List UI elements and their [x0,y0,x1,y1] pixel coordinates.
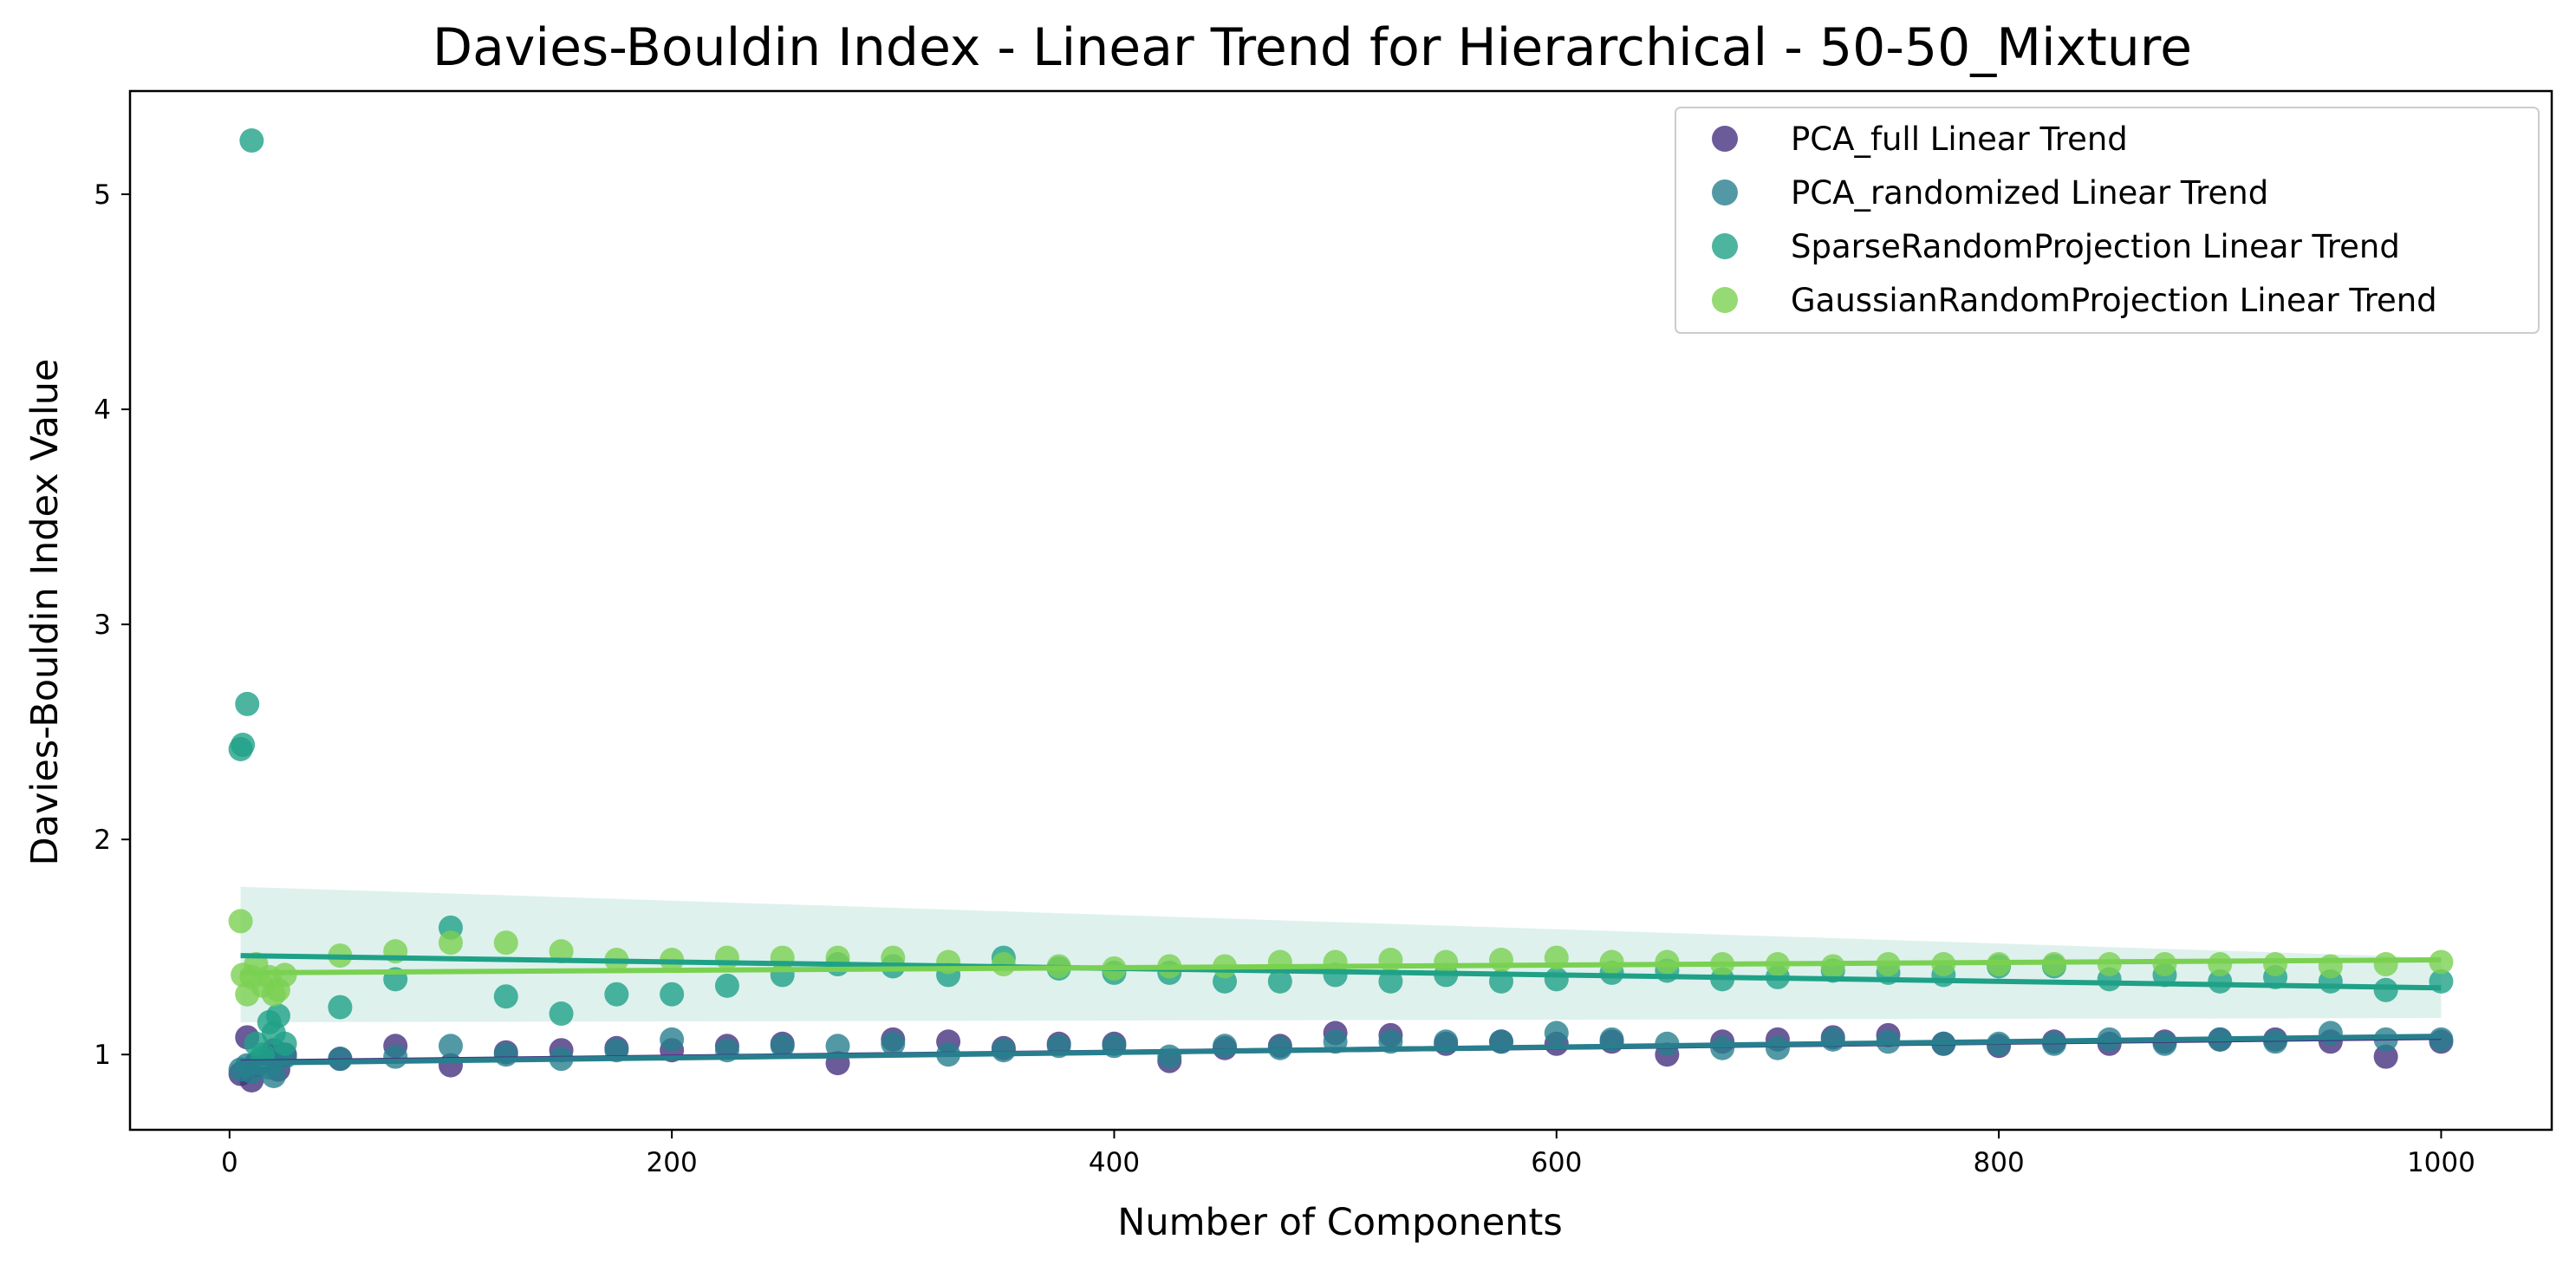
data-point-series-1 [1820,1027,1845,1052]
data-point-series-1 [1544,1021,1569,1046]
data-point-series-2 [328,995,353,1020]
data-point-series-3 [228,909,253,934]
data-point-series-1 [1765,1035,1790,1060]
y-tick-label: 4 [94,395,111,426]
data-point-series-1 [2152,1031,2177,1056]
data-point-series-1 [881,1031,906,1056]
data-point-series-1 [770,1034,795,1059]
x-tick-label: 400 [1089,1147,1140,1178]
legend-label: GaussianRandomProjection Linear Trend [1791,282,2437,319]
data-point-series-1 [1213,1034,1238,1059]
data-point-series-1 [2318,1021,2343,1046]
data-point-series-3 [2152,952,2177,977]
data-point-series-3 [2208,952,2233,977]
x-tick-label: 800 [1974,1147,2025,1178]
data-point-series-1 [660,1027,685,1052]
data-point-series-2 [272,1031,297,1056]
data-point-series-0 [2373,1044,2398,1069]
trend-line-series-3 [240,957,2442,975]
x-tick-label: 200 [647,1147,698,1178]
y-axis-label: Davies-Bouldin Index Value [23,359,67,866]
data-point-series-2 [714,973,739,998]
trend-line-series-2 [240,953,2442,991]
legend-marker [1712,287,1738,313]
plot-frame [128,89,2553,1132]
trend-line-series-1 [240,1034,2442,1067]
data-point-series-2 [660,982,685,1007]
data-point-series-1 [383,1044,408,1069]
y-tick-label: 3 [94,610,111,641]
y-tick-label: 1 [94,1040,111,1071]
data-point-series-1 [991,1038,1016,1063]
legend-label: PCA_full Linear Trend [1791,121,2128,158]
plot-area: 0 200 400 600 800 1000 1 2 3 4 5 [94,89,2553,1178]
legend-label: PCA_randomized Linear Trend [1791,174,2268,212]
data-point-series-3 [1820,954,1845,979]
data-point-series-1 [1710,1035,1735,1060]
legend-box [1675,107,2540,334]
chart-title: Davies-Bouldin Index - Linear Trend for … [433,17,2192,78]
data-point-series-1 [825,1034,850,1059]
data-point-series-2 [2208,969,2233,994]
data-point-series-3 [438,930,463,956]
legend: PCA_full Linear Trend PCA_randomized Line… [1675,107,2540,334]
legend-label: SparseRandomProjection Linear Trend [1791,228,2400,265]
data-point-series-3 [2318,954,2343,979]
data-point-series-2 [2373,977,2398,1002]
data-point-series-2 [604,982,629,1007]
legend-marker [1712,233,1738,259]
data-point-series-2 [1544,967,1569,992]
data-point-series-3 [493,930,518,956]
data-point-series-1 [1157,1044,1182,1069]
data-point-series-3 [549,939,574,964]
data-point-series-2 [1267,969,1292,994]
x-axis-label: Number of Components [1117,1201,1563,1244]
data-point-series-3 [1599,949,1624,975]
data-point-series-3 [2373,952,2398,977]
data-point-series-3 [1488,948,1513,973]
data-point-series-2 [493,984,518,1009]
data-point-series-2 [235,691,260,716]
legend-marker [1712,179,1738,205]
x-tick-label: 600 [1531,1147,1582,1178]
x-tick-label: 1000 [2407,1147,2475,1178]
x-tick-label: 0 [221,1147,238,1178]
data-point-series-2 [549,1001,574,1027]
data-point-series-1 [438,1034,463,1059]
data-point-series-1 [493,1042,518,1067]
data-point-series-2 [231,733,256,758]
data-point-series-2 [1378,969,1403,994]
data-point-series-3 [2263,952,2288,977]
data-point-series-1 [261,1063,286,1088]
data-point-series-2 [265,1003,290,1028]
legend-marker [1712,126,1738,152]
data-point-series-2 [239,128,264,153]
y-tick-label: 2 [94,825,111,856]
data-point-series-3 [714,945,739,970]
y-tick-label: 5 [94,179,111,211]
